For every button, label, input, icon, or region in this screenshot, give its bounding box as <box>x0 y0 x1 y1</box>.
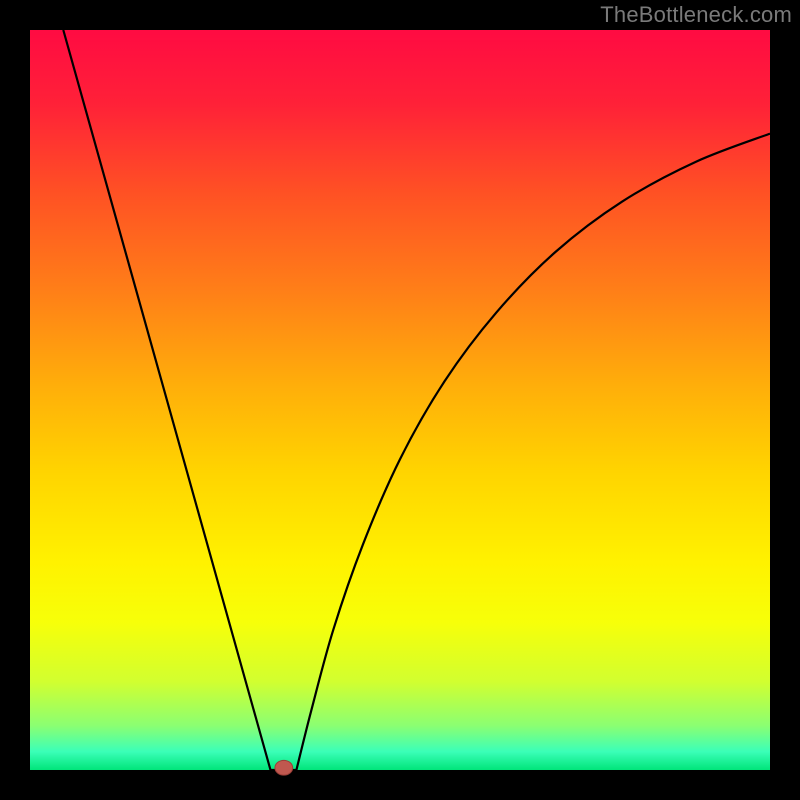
chart-container: TheBottleneck.com <box>0 0 800 800</box>
watermark-text: TheBottleneck.com <box>600 2 792 28</box>
plot-background <box>30 30 770 770</box>
bottleneck-chart <box>0 0 800 800</box>
optimum-marker <box>275 760 293 775</box>
